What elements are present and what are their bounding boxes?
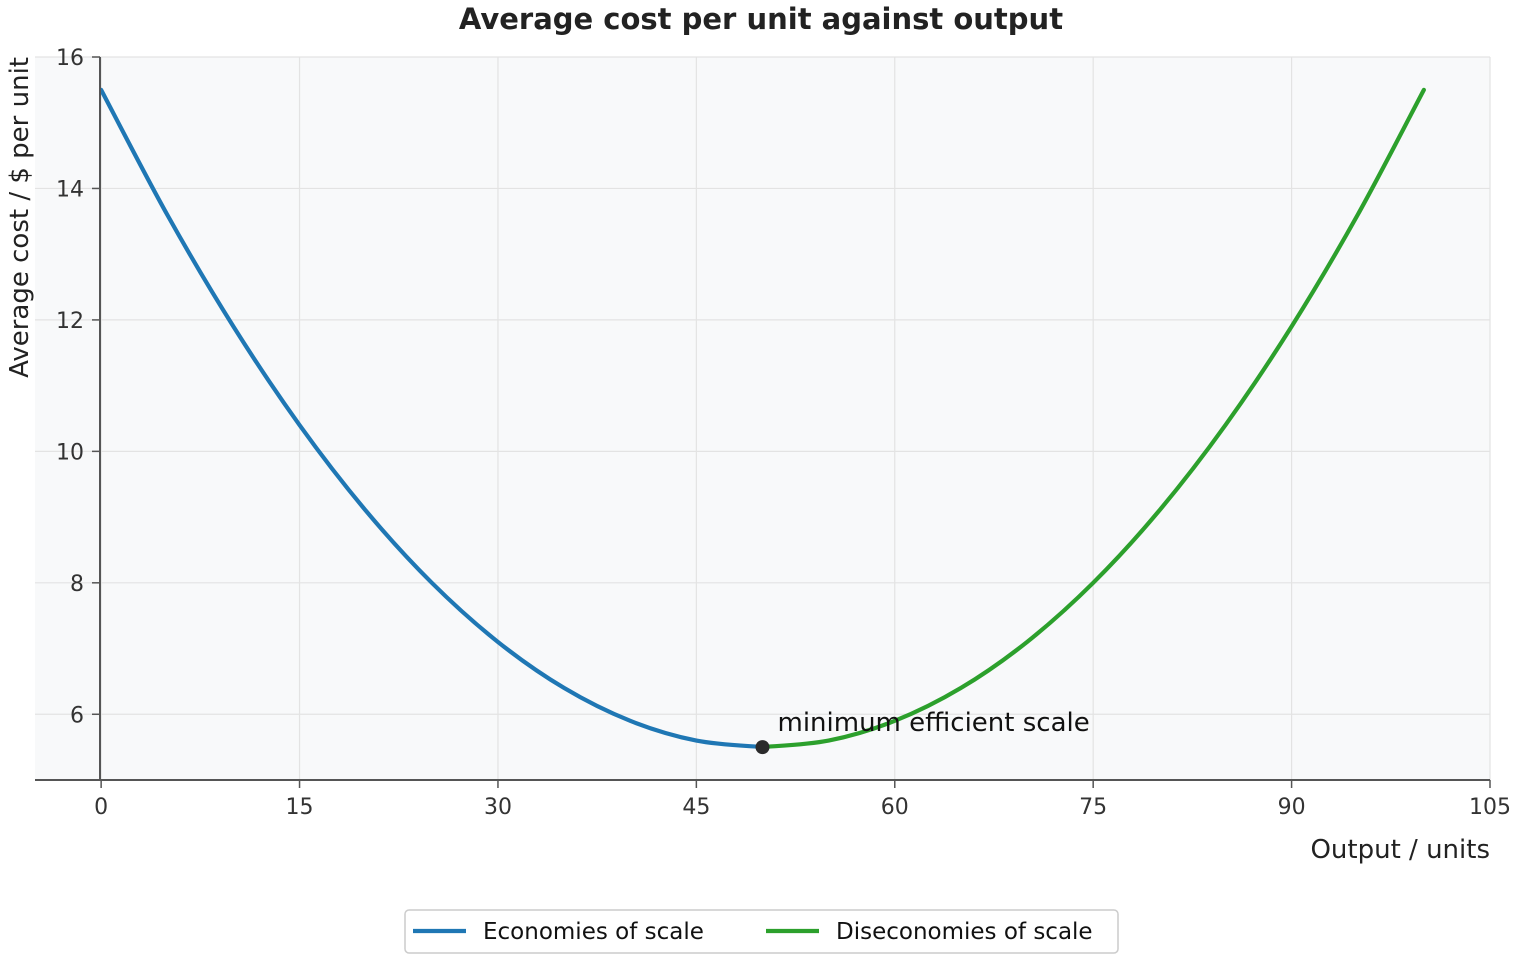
x-tick-label: 15 xyxy=(286,795,314,820)
x-tick-label: 60 xyxy=(881,795,909,820)
gridlines xyxy=(35,56,1491,780)
y-axis-label: Average cost / $ per unit xyxy=(5,57,35,378)
x-axis-label: Output / units xyxy=(1310,835,1490,865)
minimum-efficient-scale-label: minimum efficient scale xyxy=(778,708,1090,738)
series-line-1 xyxy=(99,87,765,750)
y-tick-label: 14 xyxy=(56,177,84,202)
x-tick-label: 0 xyxy=(94,795,108,820)
series-layer xyxy=(99,87,1426,750)
legend-label-1: Economies of scale xyxy=(483,919,704,945)
y-tick-label: 16 xyxy=(56,46,84,71)
annotation-layer: minimum efficient scale xyxy=(755,708,1090,755)
y-tick-label: 8 xyxy=(70,572,84,597)
x-tick-label: 105 xyxy=(1469,795,1511,820)
x-axis-ticks: 0 15 30 45 60 75 90 105 xyxy=(94,780,1511,820)
x-tick-label: 45 xyxy=(682,795,710,820)
x-tick-label: 75 xyxy=(1079,795,1107,820)
y-tick-label: 6 xyxy=(70,703,84,728)
y-axis-ticks: 6 8 10 12 14 16 xyxy=(56,46,100,728)
minimum-point-marker xyxy=(755,740,770,755)
y-tick-label: 12 xyxy=(56,309,84,334)
y-tick-label: 10 xyxy=(56,440,84,465)
legend-box xyxy=(404,909,1119,954)
plot-background xyxy=(35,57,1490,780)
x-tick-label: 90 xyxy=(1278,795,1306,820)
chart-title: Average cost per unit against output xyxy=(459,2,1063,36)
legend-label-2: Diseconomies of scale xyxy=(836,919,1093,945)
series-line-2 xyxy=(760,87,1426,750)
legend: Economies of scale Diseconomies of scale xyxy=(404,909,1119,954)
x-tick-label: 30 xyxy=(484,795,512,820)
